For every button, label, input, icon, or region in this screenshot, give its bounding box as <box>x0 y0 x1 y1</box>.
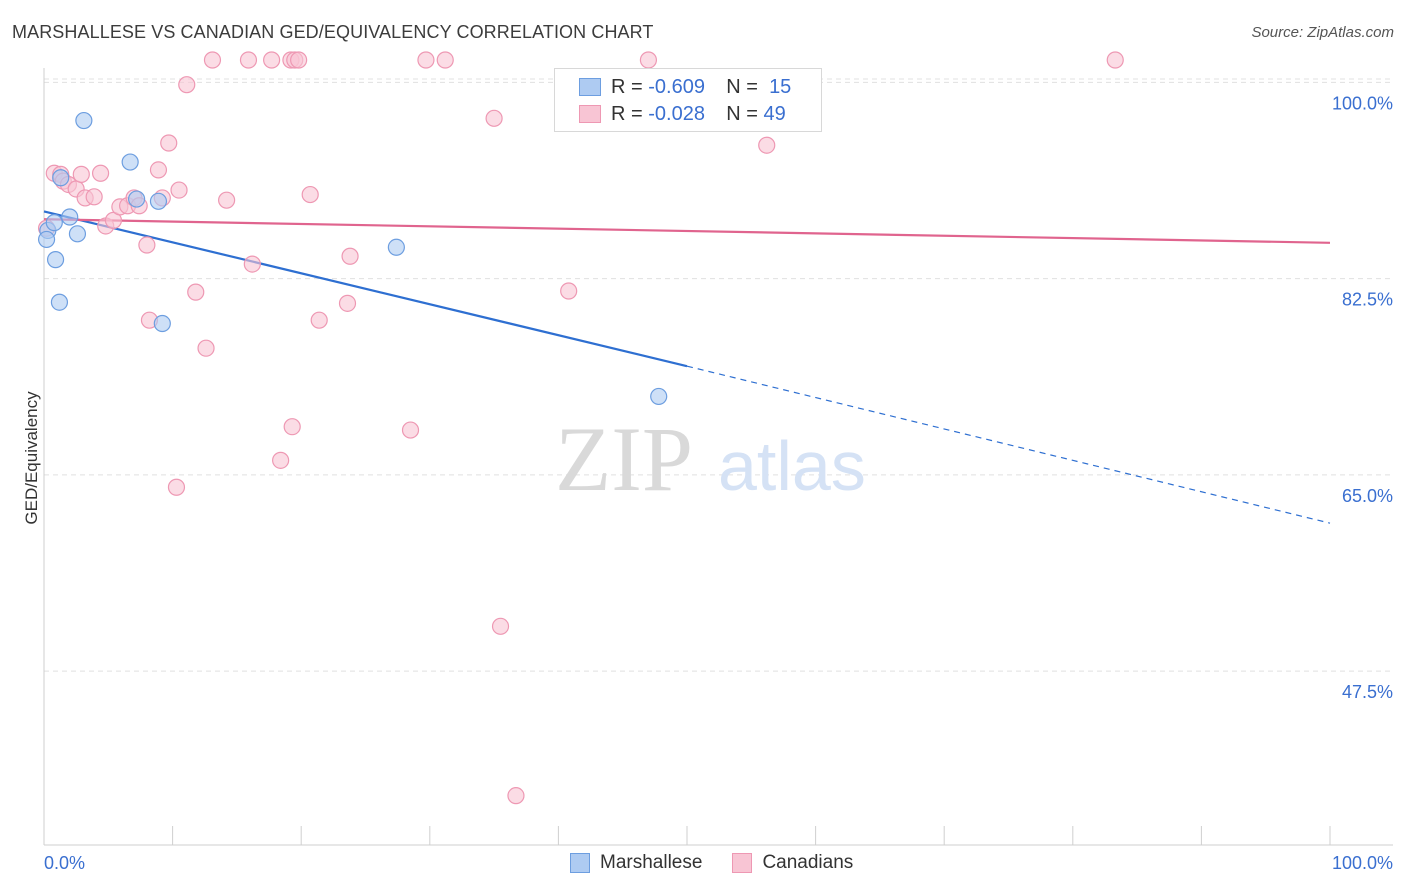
watermark-zip: ZIP <box>555 408 693 510</box>
marshallese-point <box>387 238 405 256</box>
canadians-point <box>301 185 319 204</box>
canadians-point <box>639 51 658 69</box>
canadians-point <box>243 255 261 273</box>
marshallese-point <box>52 169 70 187</box>
canadians-point <box>138 236 156 254</box>
marshallese-point <box>149 192 168 210</box>
legend-n-value: 49 <box>763 102 786 125</box>
legend-r-value: -0.028 <box>648 102 705 125</box>
marshallese-point <box>153 314 171 333</box>
y-tick-label: 82.5% <box>1342 290 1393 310</box>
canadians-point <box>197 339 215 357</box>
x-tick-label: 0.0% <box>44 853 85 873</box>
tick-labels: 100.0% 82.5% 65.0% 47.5% 0.0% 100.0% <box>44 93 1393 873</box>
legend-n-label: N = <box>726 75 758 98</box>
canadians-point <box>1106 51 1124 69</box>
canadians-swatch <box>732 853 753 873</box>
legend-item-canadians: Canadians <box>732 852 853 874</box>
legend-n-value: 15 <box>769 75 792 98</box>
legend-row-canadians: R = -0.028 N = 49 <box>579 101 786 127</box>
canadians-point <box>341 247 359 265</box>
canadians-point <box>167 478 186 496</box>
legend-n-label: N = <box>726 102 758 125</box>
canadians-point <box>338 294 357 312</box>
marshallese-swatch <box>579 78 601 96</box>
canadians-point <box>160 134 178 152</box>
y-axis-label: GED/Equivalency <box>22 391 41 525</box>
data-points <box>37 51 1124 805</box>
marshallese-point <box>45 214 63 232</box>
axes <box>43 68 1393 846</box>
watermark-atlas: atlas <box>718 427 866 505</box>
canadians-point <box>417 51 435 69</box>
canadians-trend-line <box>43 218 1331 244</box>
canadians-point <box>560 282 578 300</box>
marshallese-swatch <box>570 853 590 873</box>
canadians-point <box>290 51 308 69</box>
canadians-point <box>72 165 90 183</box>
legend-r-value: -0.609 <box>648 75 705 98</box>
canadians-point <box>283 418 301 436</box>
marshallese-point <box>61 208 79 226</box>
legend-r-label: R = <box>611 75 643 98</box>
marshallese-point <box>650 387 668 406</box>
marshallese-point <box>68 225 87 243</box>
canadians-point <box>149 161 168 179</box>
canadians-swatch <box>579 105 601 123</box>
canadians-point <box>170 181 188 199</box>
canadians-point <box>178 76 196 94</box>
y-tick-label: 47.5% <box>1342 682 1393 702</box>
canadians-point <box>263 51 281 69</box>
marshallese-point <box>46 251 65 269</box>
marshallese-point <box>75 111 93 130</box>
canadians-point <box>272 451 290 469</box>
canadians-point <box>485 109 503 127</box>
canadians-point <box>491 617 510 635</box>
marshallese-trend-extension <box>686 365 1331 524</box>
series-legend: Marshallese Canadians <box>570 852 883 874</box>
source-credit: Source: ZipAtlas.com <box>1251 24 1394 41</box>
legend-item-marshallese: Marshallese <box>570 852 702 874</box>
canadians-point <box>187 283 205 301</box>
canadians-point <box>758 136 776 154</box>
y-tick-label: 100.0% <box>1332 93 1393 113</box>
chart-title: MARSHALLESE VS CANADIAN GED/EQUIVALENCY … <box>12 22 654 42</box>
marshallese-point <box>121 153 139 171</box>
y-tick-label: 65.0% <box>1342 486 1393 506</box>
canadians-point <box>218 191 236 209</box>
legend-label-canadians: Canadians <box>762 852 854 873</box>
canadians-point <box>85 188 103 206</box>
legend-label-marshallese: Marshallese <box>600 852 703 873</box>
canadians-point <box>507 787 525 805</box>
x-tick-label: 100.0% <box>1332 853 1393 873</box>
marshallese-point <box>37 230 56 249</box>
canadians-point <box>91 164 110 182</box>
marshallese-point <box>127 190 146 208</box>
marshallese-point <box>50 293 69 311</box>
trend-lines <box>43 210 1331 524</box>
canadians-point <box>239 51 258 69</box>
canadians-point <box>436 51 454 69</box>
legend-r-label: R = <box>611 102 643 125</box>
marshallese-trend-line <box>43 210 688 368</box>
watermark: ZIP atlas <box>555 408 866 510</box>
legend-row-marshallese: R = -0.609 N = 15 <box>579 74 791 100</box>
canadians-point <box>310 311 328 329</box>
grid-lines <box>44 78 1393 672</box>
stats-legend: R = -0.609 N = 15 R = -0.028 N = 49 <box>554 68 822 132</box>
canadians-point <box>203 51 222 69</box>
canadians-point <box>401 421 420 439</box>
